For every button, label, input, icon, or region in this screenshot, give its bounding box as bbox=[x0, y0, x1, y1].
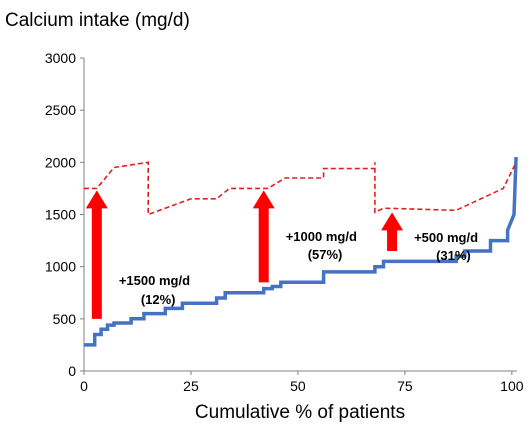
annotation-label-2: +500 mg/d bbox=[414, 230, 478, 245]
x-tick-label: 0 bbox=[80, 378, 88, 394]
y-tick-label: 2500 bbox=[45, 102, 76, 118]
series-line-0 bbox=[84, 157, 518, 347]
y-tick-label: 0 bbox=[68, 363, 76, 379]
y-tick-label: 1000 bbox=[45, 259, 76, 275]
y-tick-label: 1500 bbox=[45, 207, 76, 223]
annotation-label-1: +1000 mg/d bbox=[286, 229, 357, 244]
increase-arrow-1 bbox=[252, 190, 275, 283]
annotation-pct-0: (12%) bbox=[141, 292, 176, 307]
increase-arrow-2 bbox=[381, 212, 404, 252]
y-tick-label: 500 bbox=[53, 311, 77, 327]
series-lines bbox=[84, 157, 518, 347]
increase-arrow-0 bbox=[85, 190, 108, 319]
series-line-1 bbox=[84, 161, 517, 216]
annotation-pct-2: (31%) bbox=[436, 248, 471, 263]
x-tick-label: 50 bbox=[290, 378, 306, 394]
annotation-pct-1: (57%) bbox=[308, 247, 343, 262]
tick-labels: 0 500 1000 1500 2000 2500 3000 0 25 50 75 100 bbox=[45, 50, 524, 394]
y-axis-title: Calcium intake (mg/d) bbox=[5, 10, 190, 31]
x-tick-label: 25 bbox=[183, 378, 199, 394]
axes bbox=[80, 57, 517, 375]
annotation-label-0: +1500 mg/d bbox=[119, 273, 190, 288]
y-tick-label: 2000 bbox=[45, 154, 76, 170]
x-tick-label: 75 bbox=[397, 378, 413, 394]
x-tick-label: 100 bbox=[500, 378, 524, 394]
x-axis-title: Cumulative % of patients bbox=[195, 402, 405, 423]
y-tick-label: 3000 bbox=[45, 50, 76, 66]
annotation-arrows: +1500 mg/d (12%) +1000 mg/d (57%) +500 mg/d (… bbox=[85, 190, 478, 319]
